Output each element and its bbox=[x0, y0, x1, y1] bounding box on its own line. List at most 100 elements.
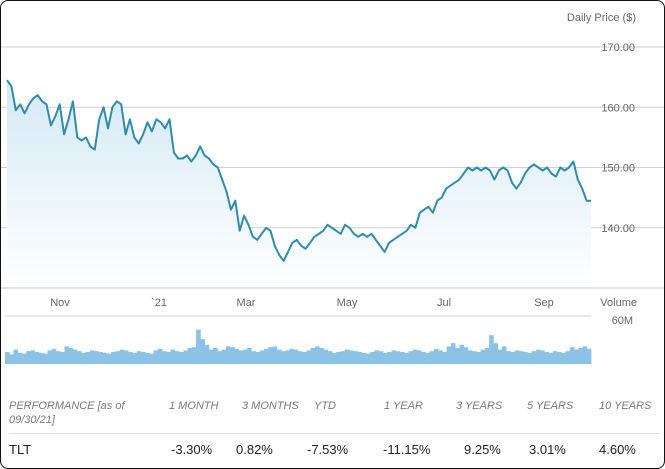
volume-bar bbox=[145, 352, 150, 364]
volume-bar bbox=[463, 347, 469, 364]
volume-bar bbox=[374, 350, 380, 364]
volume-bar bbox=[446, 346, 452, 364]
volume-bar bbox=[425, 352, 431, 364]
volume-bar bbox=[234, 348, 239, 364]
volume-bar bbox=[395, 351, 401, 364]
perf-row-divider bbox=[9, 433, 659, 434]
volume-bar bbox=[340, 351, 346, 364]
volume-bar bbox=[34, 352, 40, 364]
volume-bar bbox=[47, 350, 53, 364]
volume-bar bbox=[433, 348, 439, 364]
perf-value-3-months: 0.82% bbox=[236, 442, 273, 457]
volume-bar bbox=[344, 349, 350, 364]
price-area-fill bbox=[7, 80, 591, 288]
volume-bar bbox=[179, 352, 184, 364]
volume-bar bbox=[157, 348, 163, 364]
volume-bar bbox=[561, 352, 566, 364]
volume-bar bbox=[459, 344, 465, 364]
volume-bar bbox=[77, 351, 82, 364]
volume-bar bbox=[268, 347, 273, 364]
volume-bar bbox=[106, 353, 112, 364]
volume-bar bbox=[64, 346, 70, 364]
volume-bar bbox=[30, 350, 36, 364]
volume-bar bbox=[353, 351, 358, 364]
volume-bar bbox=[348, 350, 354, 364]
volume-bar bbox=[225, 346, 231, 364]
volume-bar bbox=[391, 350, 397, 364]
volume-bar bbox=[582, 346, 588, 364]
perf-value-10-years: 4.60% bbox=[599, 442, 636, 457]
volume-bar bbox=[183, 350, 188, 364]
x-tick-label: Nov bbox=[50, 297, 70, 309]
volume-bar bbox=[518, 351, 524, 364]
price-y-tick-labels: 170.00 160.00 150.00 140.00 bbox=[601, 42, 635, 235]
volume-bar bbox=[196, 329, 201, 364]
volume-bar bbox=[119, 349, 125, 364]
volume-bar bbox=[357, 352, 363, 364]
volume-bar bbox=[484, 348, 490, 364]
price-axis-label: Daily Price ($) bbox=[567, 12, 636, 24]
volume-bars bbox=[5, 329, 592, 364]
volume-bar bbox=[251, 351, 256, 364]
volume-bar bbox=[540, 350, 545, 364]
volume-bar bbox=[17, 352, 23, 364]
x-tick-labels: Nov `21 Mar May Jul Sep bbox=[50, 297, 554, 309]
volume-bar bbox=[382, 352, 388, 364]
volume-bar bbox=[132, 352, 138, 364]
volume-bar bbox=[281, 351, 286, 364]
volume-bar bbox=[361, 352, 367, 364]
volume-bar bbox=[370, 352, 375, 364]
volume-title: Volume bbox=[600, 297, 637, 309]
volume-bar bbox=[310, 348, 316, 364]
volume-bar bbox=[191, 347, 197, 364]
volume-bar bbox=[387, 352, 392, 364]
volume-bar bbox=[238, 350, 244, 364]
volume-bar bbox=[38, 352, 44, 364]
volume-bar bbox=[438, 350, 443, 364]
volume-bar bbox=[450, 343, 456, 364]
volume-bar bbox=[527, 352, 532, 364]
volume-bar bbox=[166, 352, 172, 364]
volume-bar bbox=[272, 346, 278, 364]
volume-bar bbox=[327, 351, 333, 364]
volume-bar bbox=[314, 346, 320, 364]
volume-bar bbox=[544, 352, 549, 364]
volume-bar bbox=[416, 350, 422, 364]
perf-value-5-years: 3.01% bbox=[529, 442, 566, 457]
x-tick-label: `21 bbox=[151, 297, 167, 309]
volume-bar bbox=[306, 350, 312, 364]
volume-bar bbox=[247, 348, 252, 364]
volume-bar bbox=[442, 352, 448, 364]
volume-bar bbox=[501, 346, 507, 364]
volume-bar bbox=[552, 351, 558, 364]
x-tick-label: Sep bbox=[534, 297, 554, 309]
volume-bar bbox=[523, 352, 528, 364]
perf-row-ticker: TLT bbox=[9, 442, 32, 457]
volume-bar bbox=[115, 351, 121, 364]
volume-bar bbox=[404, 352, 409, 364]
volume-bar bbox=[586, 348, 592, 364]
perf-value-1-year: -11.15% bbox=[383, 442, 431, 457]
price-y-tick-label: 170.00 bbox=[601, 42, 635, 54]
perf-header-3-months: 3 MONTHS bbox=[242, 400, 299, 412]
volume-bar bbox=[298, 351, 303, 364]
volume-bar bbox=[60, 352, 65, 364]
volume-bar bbox=[213, 348, 218, 364]
volume-bar bbox=[174, 351, 180, 364]
volume-bar bbox=[111, 352, 116, 364]
x-tick-label: Jul bbox=[437, 297, 451, 309]
volume-bar bbox=[569, 347, 575, 364]
volume-bar bbox=[412, 349, 418, 364]
volume-bar bbox=[5, 352, 10, 364]
volume-bar bbox=[289, 348, 295, 364]
x-tick-label: Mar bbox=[237, 297, 256, 309]
volume-bar bbox=[578, 348, 583, 364]
volume-bar bbox=[162, 351, 167, 364]
volume-bar bbox=[85, 352, 91, 364]
volume-bar bbox=[531, 351, 537, 364]
volume-bar bbox=[489, 335, 494, 364]
volume-bar bbox=[467, 350, 473, 364]
perf-value-3-years: 9.25% bbox=[464, 442, 501, 457]
